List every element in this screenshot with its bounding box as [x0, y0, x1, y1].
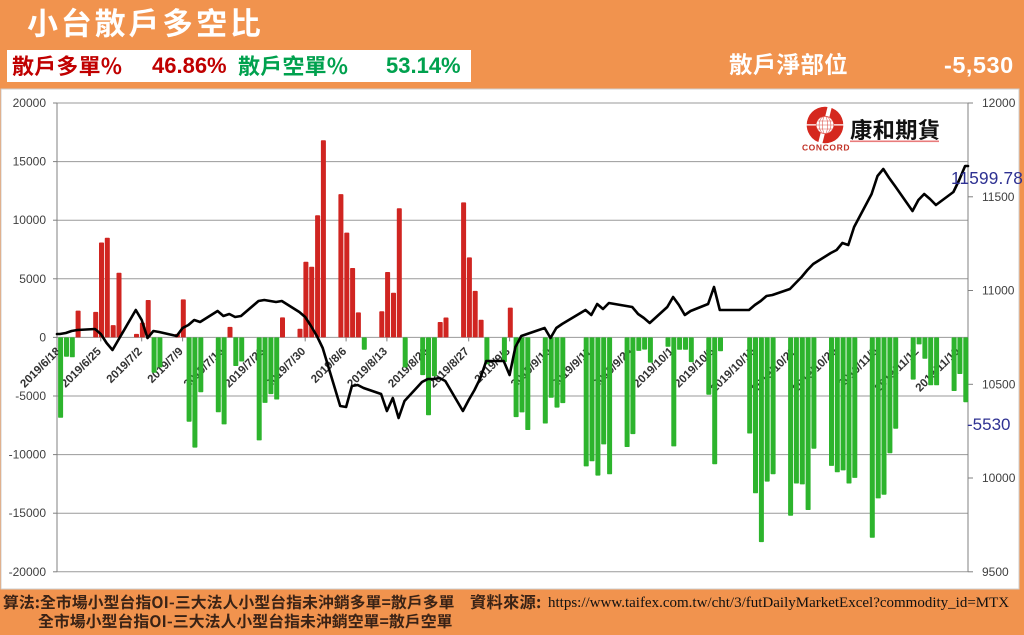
svg-text:9500: 9500 [982, 565, 1009, 579]
svg-text:-10000: -10000 [9, 448, 47, 462]
svg-text:10000: 10000 [13, 213, 47, 227]
svg-text:-20000: -20000 [9, 565, 47, 579]
svg-text:CONCORD: CONCORD [802, 143, 850, 153]
svg-text:10500: 10500 [982, 377, 1016, 391]
svg-text:-5530: -5530 [967, 415, 1010, 434]
svg-text:11599.78: 11599.78 [951, 168, 1023, 188]
svg-text:46.86%: 46.86% [152, 53, 227, 78]
svg-text:15000: 15000 [13, 155, 47, 169]
svg-text:5000: 5000 [19, 272, 46, 286]
svg-text:https://www.taifex.com.tw/cht/: https://www.taifex.com.tw/cht/3/futDaily… [548, 595, 1009, 611]
svg-text:0: 0 [39, 330, 46, 344]
svg-text:-15000: -15000 [9, 506, 47, 520]
svg-text:53.14%: 53.14% [386, 53, 461, 78]
svg-text:11000: 11000 [982, 284, 1015, 298]
svg-text:20000: 20000 [13, 96, 47, 110]
svg-text:-5,530: -5,530 [944, 52, 1014, 78]
svg-text:10000: 10000 [982, 471, 1016, 485]
svg-text:12000: 12000 [982, 96, 1016, 110]
svg-text:-5000: -5000 [15, 389, 46, 403]
svg-text:11500: 11500 [982, 190, 1015, 204]
